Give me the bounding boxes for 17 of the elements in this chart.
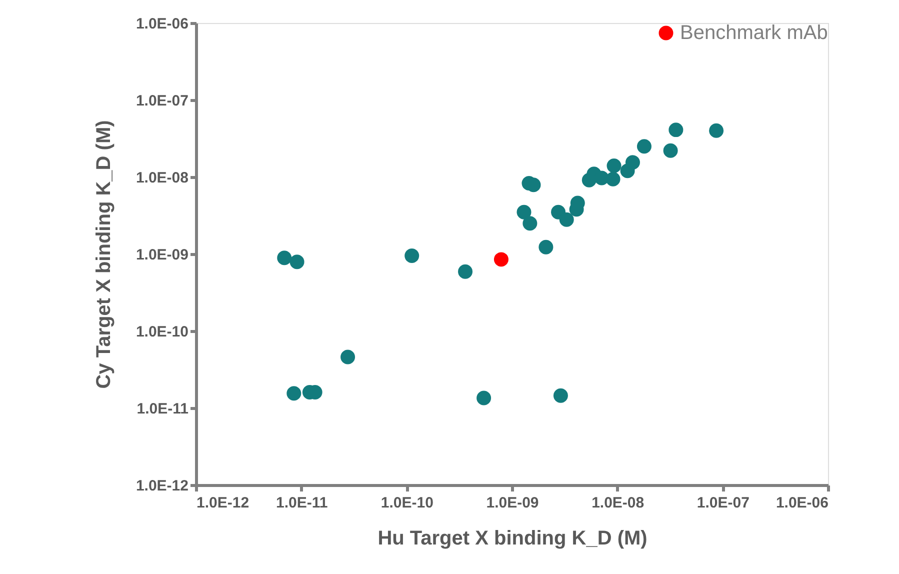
legend-label: Benchmark mAb: [680, 22, 828, 44]
y-tick-label: 1.0E-06: [136, 16, 188, 32]
x-tick-label: 1.0E-12: [196, 494, 250, 512]
y-tick-label: 1.0E-07: [136, 92, 188, 110]
y-tick-label: 1.0E-08: [136, 170, 188, 186]
y-tick-label: 1.0E-12: [136, 478, 188, 494]
x-tick-label: 1.0E-08: [592, 494, 644, 512]
y-tick-label: 1.0E-09: [136, 246, 188, 264]
x-tick-label: 1.0E-10: [380, 494, 434, 512]
y-tick-label: 1.0E-10: [136, 324, 188, 340]
x-tick-label: 1.0E-11: [276, 494, 328, 512]
x-tick-label: 1.0E-06: [776, 494, 828, 512]
x-tick-label: 1.0E-07: [696, 494, 750, 512]
y-axis-title: Cy Target X binding K_D (M): [92, 120, 115, 389]
x-axis-title: Hu Target X binding K_D (M): [378, 528, 648, 550]
x-tick-label: 1.0E-09: [486, 494, 539, 512]
y-tick-label: 1.0E-11: [136, 400, 188, 418]
